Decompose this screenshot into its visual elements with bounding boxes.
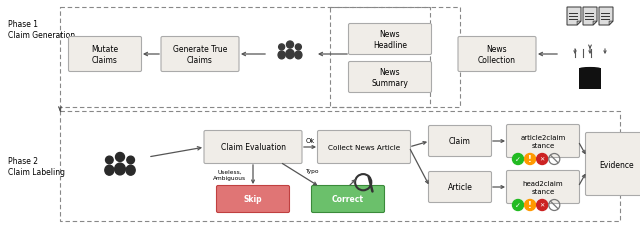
Circle shape (537, 154, 548, 165)
FancyBboxPatch shape (68, 37, 141, 72)
Circle shape (537, 200, 548, 211)
Circle shape (513, 154, 524, 165)
Polygon shape (609, 22, 613, 26)
Ellipse shape (278, 52, 285, 60)
Text: ✓: ✓ (515, 202, 521, 208)
Text: Evidence: Evidence (600, 160, 634, 169)
Polygon shape (567, 8, 581, 26)
FancyBboxPatch shape (458, 37, 536, 72)
Circle shape (513, 200, 524, 211)
Circle shape (127, 156, 134, 164)
Circle shape (278, 45, 285, 51)
Text: article2claim
stance: article2claim stance (520, 135, 566, 148)
Circle shape (525, 154, 536, 165)
Ellipse shape (579, 68, 601, 71)
Text: Phase 1
Claim Generation: Phase 1 Claim Generation (8, 19, 75, 40)
Circle shape (106, 156, 113, 164)
Text: Collect News Article: Collect News Article (328, 144, 400, 150)
FancyBboxPatch shape (216, 186, 289, 213)
Polygon shape (577, 22, 581, 26)
FancyBboxPatch shape (429, 126, 492, 157)
Text: Generate True
Claims: Generate True Claims (173, 45, 227, 65)
Ellipse shape (579, 74, 601, 77)
Bar (579, 69, 601, 76)
Bar (579, 76, 601, 82)
Text: ✓: ✓ (515, 156, 521, 162)
Text: News
Headline: News Headline (373, 30, 407, 50)
Ellipse shape (105, 166, 114, 175)
FancyBboxPatch shape (429, 172, 492, 203)
Polygon shape (583, 8, 597, 26)
FancyBboxPatch shape (506, 171, 579, 204)
Ellipse shape (115, 164, 125, 175)
FancyBboxPatch shape (586, 133, 640, 196)
Ellipse shape (579, 74, 601, 77)
FancyBboxPatch shape (204, 131, 302, 164)
Bar (579, 82, 601, 89)
Circle shape (116, 153, 125, 162)
Text: !: ! (528, 155, 532, 164)
Text: Skip: Skip (244, 195, 262, 204)
Text: News
Summary: News Summary (372, 68, 408, 88)
FancyBboxPatch shape (161, 37, 239, 72)
Text: ✕: ✕ (540, 203, 545, 208)
Circle shape (525, 200, 536, 211)
Circle shape (296, 45, 301, 51)
Polygon shape (593, 22, 597, 26)
FancyBboxPatch shape (349, 25, 431, 55)
Text: Phase 2
Claim Labeling: Phase 2 Claim Labeling (8, 156, 65, 177)
Text: Article: Article (447, 183, 472, 192)
FancyBboxPatch shape (349, 62, 431, 93)
FancyBboxPatch shape (312, 186, 385, 213)
Ellipse shape (286, 50, 294, 59)
Text: Useless,
Ambiguous: Useless, Ambiguous (213, 169, 246, 180)
Ellipse shape (295, 52, 302, 60)
Text: Typo: Typo (305, 169, 319, 174)
FancyBboxPatch shape (317, 131, 410, 164)
Text: News
Collection: News Collection (478, 45, 516, 65)
Text: ✕: ✕ (540, 157, 545, 162)
Circle shape (287, 42, 294, 49)
Text: Correct: Correct (332, 195, 364, 204)
Polygon shape (599, 8, 613, 26)
Text: Claim Evaluation: Claim Evaluation (221, 143, 285, 152)
Text: Claim: Claim (449, 137, 471, 146)
Ellipse shape (126, 166, 135, 175)
Text: Ok: Ok (305, 137, 315, 143)
Text: head2claim
stance: head2claim stance (523, 180, 563, 194)
Text: Mutate
Claims: Mutate Claims (92, 45, 118, 65)
FancyBboxPatch shape (506, 125, 579, 158)
Ellipse shape (579, 81, 601, 84)
Text: !: ! (528, 201, 532, 210)
